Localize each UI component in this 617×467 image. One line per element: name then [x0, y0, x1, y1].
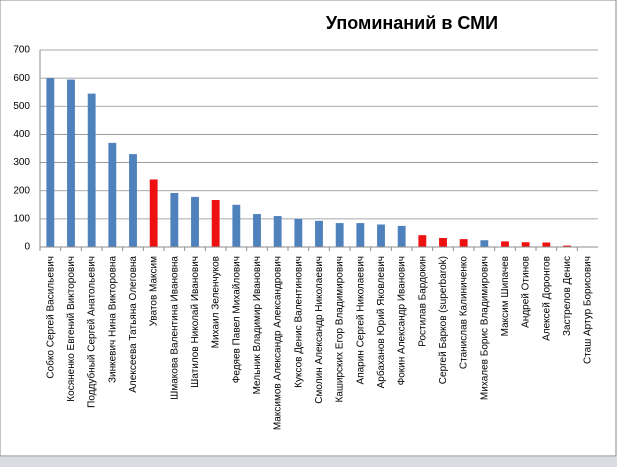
bar [129, 154, 137, 247]
bar [335, 223, 344, 247]
bar [46, 78, 55, 248]
bar [439, 237, 447, 247]
chart-title: Упоминаний в СМИ [326, 13, 498, 33]
bar [501, 241, 509, 247]
x-tick-label: Сташ Артур Борисович [583, 256, 594, 364]
x-tick-label: Станислав Калиниченко [459, 256, 470, 370]
x-tick-label: Андрей Отинов [521, 256, 532, 328]
y-tick-label: 300 [13, 157, 30, 168]
x-tick-label: Михалев Борис Владимирович [479, 256, 490, 400]
x-tick-label: Поддубный Сергей Анатольевич [86, 256, 98, 408]
y-tick-label: 100 [13, 213, 30, 224]
bar [149, 179, 158, 247]
bar [273, 216, 282, 247]
y-tick-label: 600 [13, 73, 30, 84]
x-tick-label: Арбаханов Юрий Яковлевич [375, 256, 387, 388]
x-tick-label: Шмакова Валентина Ивановна [169, 256, 180, 400]
x-tick-label: Алексей Доронгов [541, 256, 552, 341]
bar [211, 200, 220, 247]
x-tick-label: Михаил Зеленчуков [211, 256, 222, 348]
y-tick-label: 700 [13, 45, 30, 56]
bar [459, 239, 468, 247]
x-tick-label: Собко Сергей Васильевич [44, 256, 56, 379]
sheet-strip [0, 457, 617, 467]
bar [294, 218, 303, 247]
x-tick-label: Федяев Павел Михайлович [231, 256, 242, 383]
bar [253, 214, 261, 247]
bar [377, 224, 385, 247]
x-tick-label: Зинкевич Нина Викторовна [107, 256, 118, 383]
bar [521, 242, 530, 247]
x-tick-label: Апарин Сергей Николаевич [355, 256, 366, 385]
bar [232, 204, 241, 247]
x-tick-label: Мельник Владимир Иванович [252, 256, 263, 394]
x-tick-label: Куксов Денис Валентинович [293, 256, 304, 388]
bar [418, 235, 427, 247]
chart-area [0, 0, 617, 457]
x-tick-label: Застрелов Денис [562, 256, 573, 336]
bar [170, 192, 179, 247]
y-tick-label: 0 [24, 242, 30, 253]
x-tick-label: Ростилав Бардокин [417, 256, 428, 347]
x-tick-label: Шатилов Николай Иванович [190, 256, 201, 388]
x-tick-label: Фокин Александр Иванович [397, 256, 408, 385]
x-tick-label: Максимов Александр Александрович [273, 256, 284, 430]
bar [542, 242, 551, 247]
x-tick-label: Косяненко Евгений Викторович [66, 256, 77, 402]
bar [108, 142, 117, 247]
bar [356, 223, 365, 247]
bar [67, 79, 75, 247]
bar [563, 245, 571, 247]
bar [87, 93, 96, 247]
bar [480, 240, 489, 247]
x-tick-label: Каширских Егор Владимирович [335, 256, 346, 402]
bar [191, 196, 199, 247]
x-tick-label: Смолин Александр Николаевич [314, 256, 325, 404]
x-tick-label: Сергей Барков (superbarok) [438, 256, 449, 384]
x-tick-label: Алексеева Татьяна Олеговна [128, 256, 139, 393]
x-tick-label: Максим Шипачев [500, 256, 511, 336]
bar [397, 225, 406, 247]
bar [315, 220, 323, 247]
y-tick-label: 200 [13, 185, 30, 196]
x-tick-label: Уватов Максим [149, 256, 160, 327]
y-tick-label: 500 [13, 101, 30, 112]
y-tick-label: 400 [13, 129, 30, 140]
